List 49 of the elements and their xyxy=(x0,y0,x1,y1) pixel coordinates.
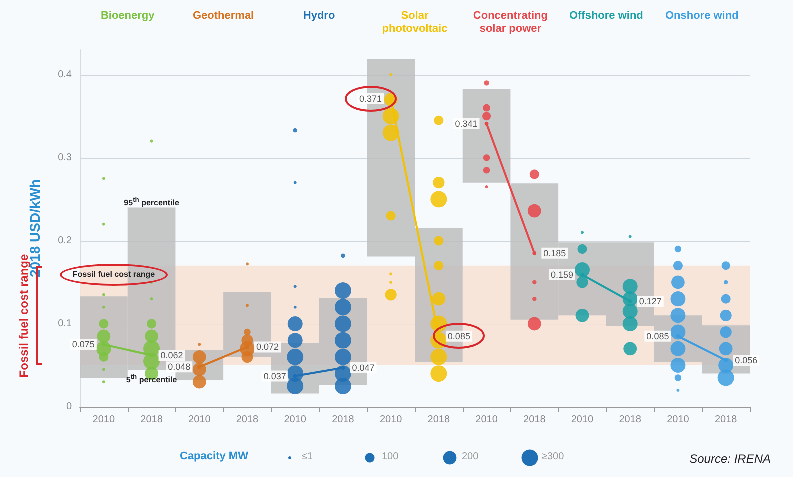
legend-title: Capacity MW xyxy=(180,450,250,462)
x-tick-label: 2010 xyxy=(188,414,212,426)
text: Hydro xyxy=(302,10,336,23)
text: Offshore wind xyxy=(568,10,644,23)
data-label: 0.037 xyxy=(264,371,286,382)
data-label: 0.127 xyxy=(639,296,662,307)
data-label: 0.062 xyxy=(160,350,184,361)
x-tick-label: 2018 xyxy=(619,414,642,426)
data-label: 0.371 xyxy=(360,94,382,104)
data-label: 0.072 xyxy=(256,342,280,352)
data-label: 0.085 xyxy=(448,331,470,342)
x-tick-label: 2018 xyxy=(524,414,546,426)
x-tick-label: 2018 xyxy=(140,414,164,426)
y-tick-label: 0.4 xyxy=(58,69,72,80)
data-label: 0.185 xyxy=(544,248,566,258)
data-label: 0.056 xyxy=(735,356,758,366)
x-tick-label: 2018 xyxy=(428,414,450,426)
annotation: 5$^{th}$ percentile xyxy=(125,373,178,386)
text: Concentrating solar power xyxy=(472,10,549,36)
data-label: 0.159 xyxy=(550,270,574,280)
legend-label: 100 xyxy=(382,452,400,462)
y-tick-label: 0 xyxy=(66,402,72,412)
text: Geothermal xyxy=(192,10,256,23)
legend-label: 200 xyxy=(462,452,480,462)
source-note: Source: IRENA xyxy=(690,452,771,466)
x-tick-label: 2018 xyxy=(236,414,260,426)
data-label: 0.047 xyxy=(352,362,375,373)
x-tick-label: 2010 xyxy=(571,414,594,426)
x-tick-label: 2010 xyxy=(380,414,403,426)
data-label: 0.341 xyxy=(455,118,478,129)
y-tick-label: 0.1 xyxy=(58,318,72,330)
data-label: 0.048 xyxy=(168,362,191,372)
x-tick-label: 2018 xyxy=(332,414,355,426)
x-tick-label: 2010 xyxy=(476,414,498,426)
text: Bioenergy xyxy=(100,10,156,23)
annotation: 95$^{th}$ percentile xyxy=(123,196,180,208)
x-tick-label: 2018 xyxy=(714,414,738,426)
x-tick-label: 2010 xyxy=(92,414,116,426)
legend-label: ≤1 xyxy=(302,452,314,462)
text: Solar photovoltaic xyxy=(381,10,449,36)
data-label: 0.075 xyxy=(72,340,95,350)
data-label: 0.085 xyxy=(646,331,670,342)
y-tick-label: 0.3 xyxy=(58,152,72,164)
x-tick-label: 2010 xyxy=(667,414,690,426)
text: Onshore wind xyxy=(664,10,740,23)
x-tick-label: 2010 xyxy=(284,414,307,426)
y-tick-label: 0.2 xyxy=(58,235,72,246)
legend-label: ≥300 xyxy=(542,452,565,462)
band-label: Fossil fuel cost range xyxy=(72,268,156,280)
